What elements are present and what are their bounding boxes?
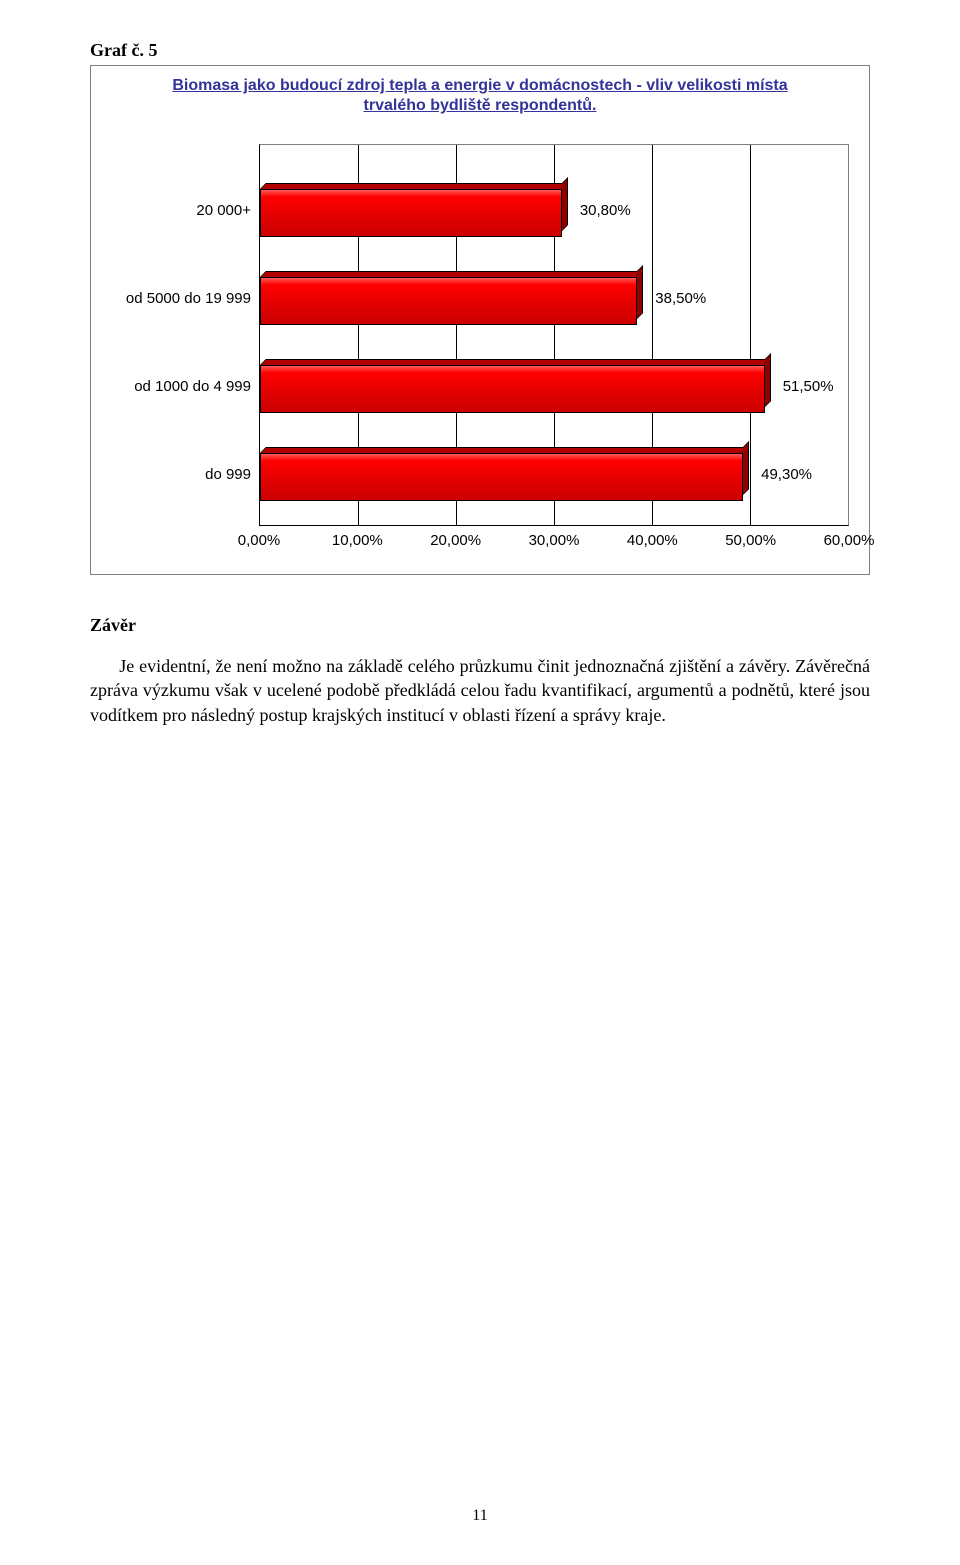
bar-value-label: 51,50%: [783, 378, 834, 395]
chart-container: Biomasa jako budoucí zdroj tepla a energ…: [90, 65, 870, 575]
bar-value-label: 38,50%: [655, 290, 706, 307]
x-axis-tick: 60,00%: [824, 532, 875, 549]
bar-3d-side: [765, 353, 771, 407]
bar-3d-side: [562, 177, 568, 231]
bar: [260, 453, 743, 501]
y-axis-label: 20 000+: [111, 202, 251, 219]
y-axis-label: od 5000 do 19 999: [111, 290, 251, 307]
y-axis: 20 000+ od 5000 do 19 999 od 1000 do 4 999…: [111, 144, 259, 524]
x-axis-tick: 0,00%: [238, 532, 281, 549]
x-axis-tick: 50,00%: [725, 532, 776, 549]
bar-track: 38,50%: [260, 277, 848, 325]
bar-value-label: 30,80%: [580, 202, 631, 219]
y-axis-label: od 1000 do 4 999: [111, 378, 251, 395]
bar-value-label: 49,30%: [761, 466, 812, 483]
y-axis-label: do 999: [111, 466, 251, 483]
bar: [260, 277, 637, 325]
x-axis-tick: 20,00%: [430, 532, 481, 549]
bar-3d-side: [637, 265, 643, 319]
x-axis-tick: 10,00%: [332, 532, 383, 549]
section-heading-zaver: Závěr: [90, 615, 870, 636]
x-axis-tick: 40,00%: [627, 532, 678, 549]
chart-area: 20 000+ od 5000 do 19 999 od 1000 do 4 999…: [111, 144, 849, 554]
bar: [260, 365, 765, 413]
bar: [260, 189, 562, 237]
x-axis-tick: 30,00%: [529, 532, 580, 549]
conclusion-text: Je evidentní, že není možno na základě c…: [90, 656, 870, 725]
plot-wrap: 30,80%38,50%51,50%49,30% 0,00%10,00%20,0…: [259, 144, 849, 554]
bar-3d-side: [743, 441, 749, 495]
plot-area: 30,80% 38,50% 51,50% 49,30%: [259, 144, 849, 526]
bar-track: 49,30%: [260, 453, 848, 501]
x-axis: 0,00%10,00%20,00%30,00%40,00%50,00%60,00…: [259, 532, 849, 554]
bar-track: 30,80%: [260, 189, 848, 237]
chart-title: Biomasa jako budoucí zdroj tepla a energ…: [160, 76, 800, 116]
conclusion-paragraph: Je evidentní, že není možno na základě c…: [90, 654, 870, 727]
bar-track: 51,50%: [260, 365, 848, 413]
page-number: 11: [0, 1507, 960, 1525]
graf-number-heading: Graf č. 5: [90, 40, 870, 61]
